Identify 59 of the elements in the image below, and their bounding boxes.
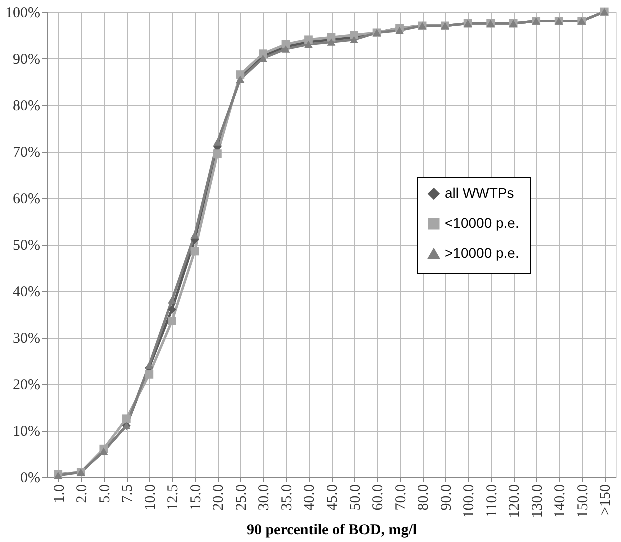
x-tick-label: 25.0	[234, 484, 250, 511]
y-tick-label: 50%	[13, 238, 40, 254]
point	[396, 26, 404, 34]
x-tick-label: >150	[598, 484, 614, 516]
x-tick-label: 30.0	[256, 484, 273, 511]
y-tick-label: 100%	[6, 6, 40, 22]
x-tick-label: 1.0	[52, 484, 68, 504]
x-tick-label: 20.0	[211, 484, 228, 511]
point	[214, 150, 222, 158]
point	[259, 50, 268, 58]
point	[168, 317, 176, 326]
point	[350, 31, 358, 40]
x-tick-label: 70.0	[393, 484, 410, 511]
x-tick-label: 40.0	[302, 484, 318, 511]
x-tick-label: 80.0	[416, 484, 432, 511]
x-axis-title: 90 percentile of BOD, mg/l	[246, 522, 418, 538]
x-tick-label: 2.0	[74, 484, 91, 504]
point	[236, 76, 245, 84]
point	[145, 370, 154, 379]
y-tick-label: 30%	[13, 331, 40, 347]
point	[214, 138, 222, 146]
point	[168, 305, 176, 314]
x-tick-label: 150.0	[575, 484, 592, 518]
x-tick-label: 12.5	[166, 484, 182, 511]
y-tick-label: 40%	[13, 284, 40, 300]
point	[122, 414, 131, 424]
point	[327, 38, 336, 46]
y-tick-label: 70%	[13, 145, 40, 161]
legend-label: <10000 p.e.	[445, 215, 520, 231]
x-tick-label: 100.0	[462, 484, 478, 518]
point	[168, 296, 176, 304]
legend-label: all WWTPs	[445, 185, 514, 201]
x-tick-label: 7.5	[120, 484, 136, 504]
point	[282, 46, 290, 53]
x-tick-label: 45.0	[325, 484, 341, 511]
point	[190, 232, 200, 239]
point	[350, 36, 358, 44]
y-tick-label: 0%	[20, 470, 40, 486]
x-tick-label: 90.0	[438, 484, 455, 511]
x-tick-label: 15.0	[188, 484, 204, 511]
x-tick-label: 120.0	[507, 484, 524, 518]
point	[304, 40, 313, 48]
x-tick-label: 60.0	[370, 484, 387, 511]
x-tick-label: 110.0	[484, 484, 500, 518]
x-tick-label: 5.0	[97, 484, 114, 504]
y-tick-label: 90%	[13, 52, 40, 68]
x-tick-label: 130.0	[530, 484, 546, 518]
point	[145, 362, 154, 370]
x-tick-label: 35.0	[279, 484, 296, 511]
x-tick-label: 10.0	[142, 484, 159, 511]
y-tick-label: 80%	[13, 98, 40, 114]
point	[304, 36, 313, 44]
legend-label: >10000 p.e.	[445, 245, 520, 261]
y-tick-label: 20%	[13, 378, 40, 394]
x-tick-label: 50.0	[348, 484, 364, 511]
point	[190, 247, 200, 256]
y-tick-label: 60%	[13, 192, 40, 208]
y-tick-label: 10%	[13, 424, 40, 440]
x-tick-label: 140.0	[552, 484, 569, 518]
